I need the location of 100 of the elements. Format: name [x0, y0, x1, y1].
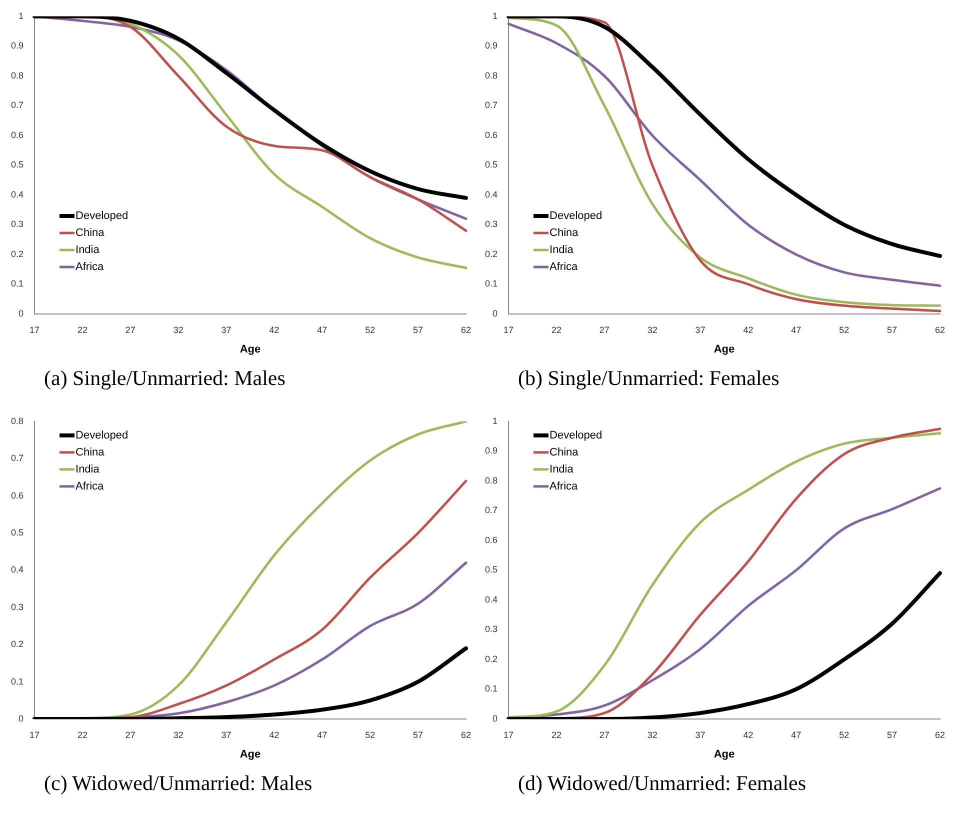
- y-tick-label: 0.1: [484, 278, 498, 289]
- x-tick-label: 52: [839, 324, 850, 335]
- x-tick-label: 37: [221, 730, 232, 740]
- x-tick-label: 57: [887, 730, 898, 740]
- legend-label: Africa: [76, 480, 105, 492]
- legend-label: India: [76, 463, 100, 476]
- y-tick-label: 0.6: [484, 534, 498, 545]
- x-axis-title: Age: [714, 343, 735, 356]
- legend-label: India: [550, 244, 574, 256]
- x-tick-label: 27: [599, 324, 610, 335]
- x-tick-label: 42: [743, 730, 754, 740]
- x-tick-label: 42: [269, 730, 280, 740]
- x-tick-label: 32: [647, 730, 658, 740]
- legend-label: China: [76, 446, 106, 458]
- x-tick-label: 17: [30, 324, 40, 335]
- x-tick-label: 37: [695, 324, 706, 335]
- legend-label: Developed: [76, 210, 128, 222]
- x-tick-label: 62: [934, 730, 945, 740]
- y-tick-label: 0.5: [10, 527, 24, 538]
- y-tick-label: 0: [492, 713, 498, 724]
- text: (b) Single/Unmarried: Females: [517, 366, 780, 391]
- y-tick-label: 0.4: [484, 594, 498, 604]
- legend-label: Africa: [550, 480, 579, 492]
- x-tick-label: 57: [887, 324, 898, 335]
- y-tick-label: 0.8: [484, 475, 498, 486]
- y-tick-label: 0.8: [10, 70, 24, 80]
- y-tick-label: 0.8: [484, 70, 498, 80]
- x-tick-label: 62: [934, 324, 945, 335]
- x-tick-label: 27: [125, 324, 136, 335]
- x-tick-label: 62: [460, 730, 471, 740]
- y-tick-label: 0.7: [484, 100, 498, 110]
- y-tick-label: 0.2: [484, 248, 498, 259]
- x-tick-label: 57: [413, 730, 424, 740]
- y-tick-label: 0.7: [10, 453, 24, 464]
- y-tick-label: 0.4: [10, 564, 24, 575]
- x-tick-label: 17: [30, 730, 40, 740]
- y-tick-label: 0: [492, 308, 498, 318]
- text: (d) Widowed/Unmarried: Females: [517, 771, 808, 796]
- legend-label: China: [550, 227, 580, 240]
- legend-label: Africa: [550, 261, 579, 274]
- y-tick-label: 0.9: [484, 446, 498, 456]
- x-tick-label: 32: [647, 324, 658, 335]
- y-tick-label: 0.2: [10, 248, 24, 259]
- legend-label: Developed: [550, 429, 602, 442]
- y-tick-label: 0: [18, 308, 24, 318]
- y-tick-label: 0.3: [10, 602, 24, 612]
- x-tick-label: 32: [173, 730, 184, 740]
- y-tick-label: 0.3: [484, 219, 498, 230]
- x-tick-label: 57: [413, 324, 424, 335]
- y-tick-label: 0.6: [10, 130, 24, 140]
- y-tick-label: 0.3: [484, 624, 498, 634]
- y-tick-label: 1: [492, 10, 498, 21]
- y-tick-label: 0.5: [484, 160, 498, 170]
- legend-label: China: [76, 227, 106, 240]
- x-tick-label: 47: [791, 730, 802, 740]
- x-tick-label: 52: [365, 324, 376, 335]
- y-tick-label: 0.7: [484, 505, 498, 516]
- x-tick-label: 42: [743, 324, 754, 335]
- x-tick-label: 37: [221, 324, 232, 335]
- x-tick-label: 42: [269, 324, 280, 335]
- x-axis-title: Age: [240, 343, 261, 356]
- y-tick-label: 0.1: [10, 278, 24, 289]
- x-tick-label: 22: [551, 730, 562, 740]
- y-tick-label: 0.6: [10, 490, 24, 500]
- x-axis-title: Age: [714, 748, 735, 760]
- x-axis-title: Age: [240, 748, 261, 760]
- y-tick-label: 0.3: [10, 219, 24, 230]
- y-tick-label: 0.6: [484, 130, 498, 140]
- y-tick-label: 0.1: [484, 684, 498, 694]
- x-tick-label: 22: [551, 324, 562, 335]
- legend-label: India: [76, 244, 100, 256]
- x-tick-label: 52: [839, 730, 850, 740]
- x-tick-label: 47: [791, 324, 802, 335]
- y-tick-label: 0.2: [484, 654, 498, 664]
- y-tick-label: 0.9: [484, 40, 498, 51]
- legend-label: Developed: [550, 210, 602, 222]
- legend-label: Africa: [76, 261, 105, 274]
- y-tick-label: 0.9: [10, 40, 24, 51]
- x-tick-label: 47: [317, 730, 328, 740]
- x-tick-label: 37: [695, 730, 706, 740]
- text: (a) Single/Unmarried: Males: [43, 366, 286, 391]
- y-tick-label: 0.4: [484, 189, 498, 200]
- y-tick-label: 0.1: [10, 676, 24, 686]
- y-tick-label: 0.4: [10, 189, 24, 200]
- x-tick-label: 22: [77, 730, 88, 740]
- y-tick-label: 1: [492, 416, 498, 426]
- y-tick-label: 0: [18, 713, 24, 724]
- text: (c) Widowed/Unmarried: Males: [43, 771, 314, 796]
- y-tick-label: 0.7: [10, 100, 24, 110]
- y-tick-label: 0.5: [10, 160, 24, 170]
- legend-label: India: [550, 463, 574, 476]
- legend-label: China: [550, 446, 580, 458]
- y-tick-label: 0.2: [10, 639, 24, 650]
- y-tick-label: 0.5: [484, 564, 498, 575]
- x-tick-label: 47: [317, 324, 328, 335]
- x-tick-label: 22: [77, 324, 88, 335]
- x-tick-label: 17: [504, 324, 514, 335]
- x-tick-label: 17: [504, 730, 514, 740]
- y-tick-label: 1: [18, 10, 24, 21]
- x-tick-label: 32: [173, 324, 184, 335]
